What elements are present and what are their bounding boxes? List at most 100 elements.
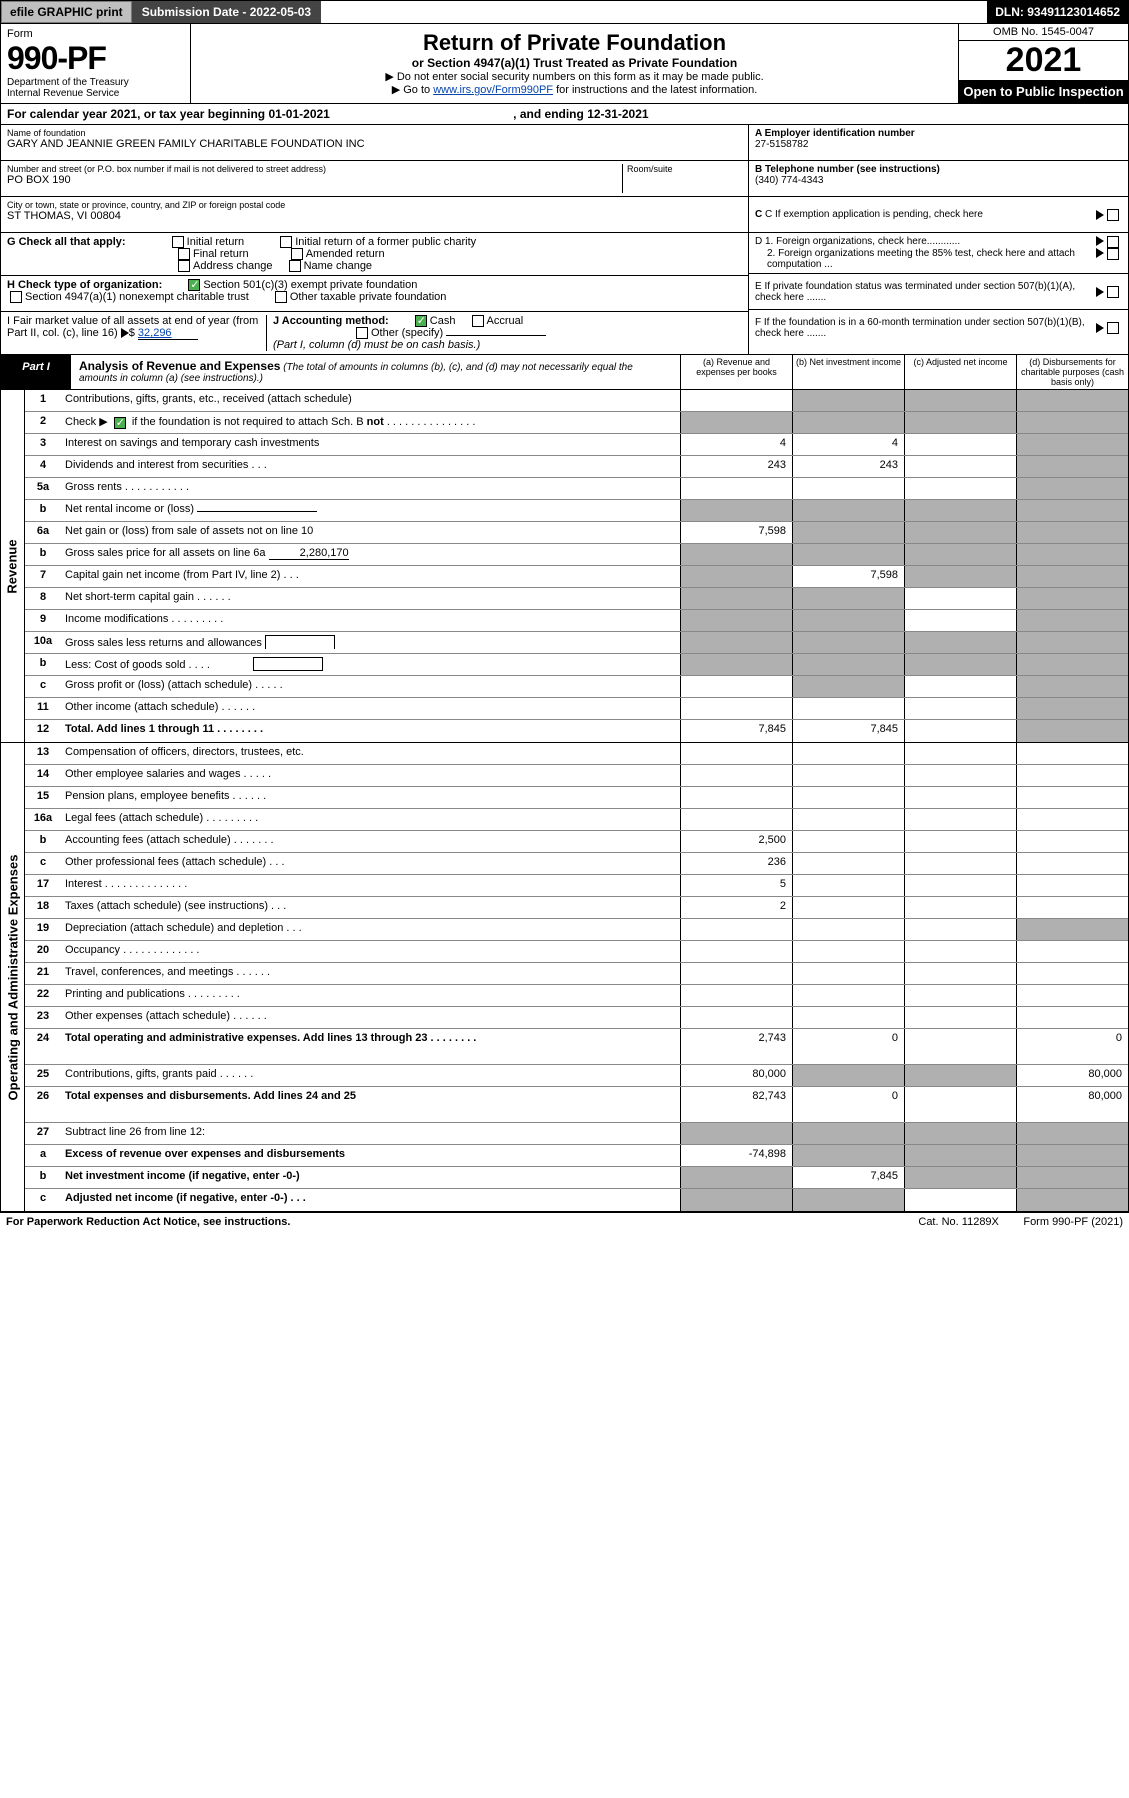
col-a-hdr: (a) Revenue and expenses per books xyxy=(680,355,792,389)
chk-schb[interactable] xyxy=(114,417,126,429)
irs: Internal Revenue Service xyxy=(7,88,184,99)
room-label: Room/suite xyxy=(627,164,742,174)
line-13: Compensation of officers, directors, tru… xyxy=(61,743,680,764)
name-label: Name of foundation xyxy=(7,128,742,138)
foundation-name: GARY AND JEANNIE GREEN FAMILY CHARITABLE… xyxy=(7,138,742,150)
d2-label: 2. Foreign organizations meeting the 85%… xyxy=(755,248,1096,270)
form-header: Form 990-PF Department of the Treasury I… xyxy=(0,24,1129,104)
line-6a: Net gain or (loss) from sale of assets n… xyxy=(61,522,680,543)
chk-f[interactable] xyxy=(1107,322,1119,334)
dept-treasury: Department of the Treasury xyxy=(7,77,184,88)
line-20: Occupancy . . . . . . . . . . . . . xyxy=(61,941,680,962)
line-12: Total. Add lines 1 through 11 . . . . . … xyxy=(61,720,680,742)
opex-label: Operating and Administrative Expenses xyxy=(5,855,20,1101)
chk-initial-former[interactable] xyxy=(280,236,292,248)
chk-final[interactable] xyxy=(178,248,190,260)
form-url-link[interactable]: www.irs.gov/Form990PF xyxy=(433,84,553,96)
line-2: Check ▶ if the foundation is not require… xyxy=(61,412,680,433)
col-d-hdr: (d) Disbursements for charitable purpose… xyxy=(1016,355,1128,389)
opex-table: Operating and Administrative Expenses 13… xyxy=(0,743,1129,1212)
open-inspection: Open to Public Inspection xyxy=(959,80,1128,103)
revenue-table: Revenue 1Contributions, gifts, grants, e… xyxy=(0,390,1129,743)
top-bar: efile GRAPHIC print Submission Date - 20… xyxy=(0,0,1129,24)
line-5a: Gross rents . . . . . . . . . . . xyxy=(61,478,680,499)
line-1: Contributions, gifts, grants, etc., rece… xyxy=(61,390,680,411)
ein: 27-5158782 xyxy=(755,139,808,150)
line-4: Dividends and interest from securities .… xyxy=(61,456,680,477)
line-26: Total expenses and disbursements. Add li… xyxy=(61,1087,680,1122)
chk-c[interactable] xyxy=(1107,209,1119,221)
line-25: Contributions, gifts, grants paid . . . … xyxy=(61,1065,680,1086)
chk-accrual[interactable] xyxy=(472,315,484,327)
revenue-label: Revenue xyxy=(5,539,20,593)
chk-addr[interactable] xyxy=(178,260,190,272)
line-6b: Gross sales price for all assets on line… xyxy=(61,544,680,565)
line-5b: Net rental income or (loss) xyxy=(61,500,680,521)
line-9: Income modifications . . . . . . . . . xyxy=(61,610,680,631)
line-16a: Legal fees (attach schedule) . . . . . .… xyxy=(61,809,680,830)
i-label: I Fair market value of all assets at end… xyxy=(7,315,258,339)
line-16b: Accounting fees (attach schedule) . . . … xyxy=(61,831,680,852)
cat-no: Cat. No. 11289X xyxy=(918,1216,999,1228)
chk-cash[interactable] xyxy=(415,315,427,327)
line-16c: Other professional fees (attach schedule… xyxy=(61,853,680,874)
col-c-hdr: (c) Adjusted net income xyxy=(904,355,1016,389)
submission-date: Submission Date - 2022-05-03 xyxy=(132,1,321,23)
line-10c: Gross profit or (loss) (attach schedule)… xyxy=(61,676,680,697)
line-10b: Less: Cost of goods sold . . . . xyxy=(61,654,680,675)
line-27c: Adjusted net income (if negative, enter … xyxy=(61,1189,680,1211)
line-22: Printing and publications . . . . . . . … xyxy=(61,985,680,1006)
line-14: Other employee salaries and wages . . . … xyxy=(61,765,680,786)
line-18: Taxes (attach schedule) (see instruction… xyxy=(61,897,680,918)
part1-header: Part I Analysis of Revenue and Expenses … xyxy=(0,355,1129,390)
goto-note: ▶ Go to www.irs.gov/Form990PF for instru… xyxy=(197,83,952,96)
form-label: Form xyxy=(7,28,184,40)
addr-label: Number and street (or P.O. box number if… xyxy=(7,164,622,174)
e-label: E If private foundation status was termi… xyxy=(755,281,1096,303)
line-24: Total operating and administrative expen… xyxy=(61,1029,680,1064)
d1-label: D 1. Foreign organizations, check here..… xyxy=(755,236,1096,248)
ssn-note: ▶ Do not enter social security numbers o… xyxy=(197,70,952,83)
chk-4947[interactable] xyxy=(10,291,22,303)
c-label: C If exemption application is pending, c… xyxy=(765,209,983,220)
line-8: Net short-term capital gain . . . . . . xyxy=(61,588,680,609)
line-11: Other income (attach schedule) . . . . .… xyxy=(61,698,680,719)
line-23: Other expenses (attach schedule) . . . .… xyxy=(61,1007,680,1028)
pra-notice: For Paperwork Reduction Act Notice, see … xyxy=(6,1216,290,1228)
chk-other-tax[interactable] xyxy=(275,291,287,303)
city-label: City or town, state or province, country… xyxy=(7,200,742,210)
chk-other-spec[interactable] xyxy=(356,327,368,339)
line-27: Subtract line 26 from line 12: xyxy=(61,1123,680,1144)
line-21: Travel, conferences, and meetings . . . … xyxy=(61,963,680,984)
form-ref: Form 990-PF (2021) xyxy=(1023,1216,1123,1228)
footer: For Paperwork Reduction Act Notice, see … xyxy=(0,1212,1129,1231)
chk-amended[interactable] xyxy=(291,248,303,260)
chk-initial[interactable] xyxy=(172,236,184,248)
chk-e[interactable] xyxy=(1107,286,1119,298)
chk-d1[interactable] xyxy=(1107,236,1119,248)
form-subtitle: or Section 4947(a)(1) Trust Treated as P… xyxy=(197,56,952,70)
chk-501c3[interactable] xyxy=(188,279,200,291)
h-label: H Check type of organization: xyxy=(7,279,162,291)
chk-name[interactable] xyxy=(289,260,301,272)
part1-label: Part I xyxy=(1,355,71,389)
line-17: Interest . . . . . . . . . . . . . . xyxy=(61,875,680,896)
address: PO BOX 190 xyxy=(7,174,622,186)
dln: DLN: 93491123014652 xyxy=(987,1,1128,23)
line-19: Depreciation (attach schedule) and deple… xyxy=(61,919,680,940)
city: ST THOMAS, VI 00804 xyxy=(7,210,742,222)
tax-year: 2021 xyxy=(959,41,1128,80)
calendar-year-row: For calendar year 2021, or tax year begi… xyxy=(0,104,1129,125)
line-27b: Net investment income (if negative, ente… xyxy=(61,1167,680,1188)
foundation-info: Name of foundation GARY AND JEANNIE GREE… xyxy=(0,125,1129,355)
omb-number: OMB No. 1545-0047 xyxy=(959,24,1128,41)
g-label: G Check all that apply: xyxy=(7,236,126,248)
efile-print-btn[interactable]: efile GRAPHIC print xyxy=(1,1,132,23)
phone: (340) 774-4343 xyxy=(755,175,823,186)
phone-label: B Telephone number (see instructions) xyxy=(755,164,940,175)
chk-d2[interactable] xyxy=(1107,248,1119,260)
fmv-link[interactable]: 32,296 xyxy=(138,327,198,340)
line-15: Pension plans, employee benefits . . . .… xyxy=(61,787,680,808)
form-title: Return of Private Foundation xyxy=(197,30,952,56)
form-number: 990-PF xyxy=(7,40,184,77)
